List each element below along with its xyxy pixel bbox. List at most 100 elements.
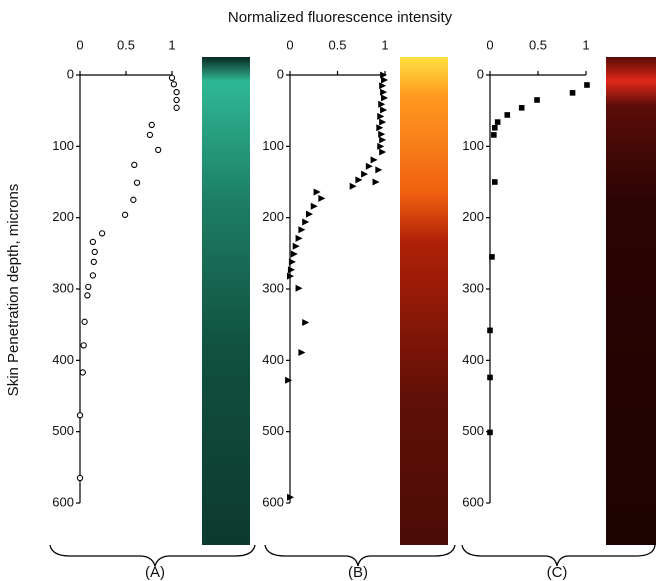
data-point xyxy=(292,242,300,250)
data-point xyxy=(89,238,97,246)
data-point xyxy=(295,284,303,292)
data-point xyxy=(381,94,389,102)
data-point xyxy=(489,254,495,260)
y-tick-label: 100 xyxy=(52,138,74,153)
data-point xyxy=(170,81,177,88)
data-point xyxy=(504,112,511,118)
data-point xyxy=(302,319,310,327)
y-tick-label: 200 xyxy=(52,209,74,224)
data-point xyxy=(349,182,357,190)
data-point xyxy=(310,202,318,210)
data-point xyxy=(375,166,383,174)
data-point xyxy=(76,474,84,482)
data-point xyxy=(379,148,387,156)
data-point xyxy=(318,194,326,202)
data-point xyxy=(130,196,137,203)
data-point xyxy=(377,112,385,120)
data-point xyxy=(168,74,176,82)
y-tick-label: 300 xyxy=(262,280,284,295)
data-point xyxy=(491,132,497,138)
data-point xyxy=(84,292,91,299)
data-point xyxy=(287,272,294,280)
data-point xyxy=(379,118,387,126)
y-tick-label: 0 xyxy=(477,66,484,81)
data-point xyxy=(290,250,298,258)
data-point xyxy=(295,234,303,242)
data-point xyxy=(487,429,493,436)
data-point xyxy=(569,90,576,96)
data-point xyxy=(131,161,138,169)
x-tick-label: 1 xyxy=(168,37,175,52)
panel-label: (B) xyxy=(348,564,368,581)
data-point xyxy=(287,493,294,501)
y-tick-label: 0 xyxy=(277,66,284,81)
data-point xyxy=(173,104,180,111)
y-tick-label: 500 xyxy=(262,423,284,438)
data-point xyxy=(302,218,310,226)
data-point xyxy=(370,156,378,164)
y-tick-label: 100 xyxy=(262,138,284,153)
data-point xyxy=(98,230,106,237)
data-point xyxy=(380,88,388,96)
y-tick-label: 300 xyxy=(462,280,484,295)
y-tick-label: 400 xyxy=(52,352,74,367)
data-point xyxy=(80,342,87,349)
y-tick-label: 200 xyxy=(262,209,284,224)
data-point xyxy=(376,124,384,132)
y-tick-label: 200 xyxy=(462,209,484,224)
y-tick-label: 600 xyxy=(52,494,74,509)
data-point xyxy=(355,176,363,184)
data-point xyxy=(378,100,386,108)
image-strip xyxy=(400,57,448,545)
y-tick-label: 600 xyxy=(262,494,284,509)
data-point xyxy=(380,71,388,79)
y-tick-label: 100 xyxy=(462,138,484,153)
x-tick-label: 0.5 xyxy=(117,37,135,52)
figure-title: Normalized fluorescence intensity xyxy=(228,9,453,26)
data-point xyxy=(81,318,88,325)
data-point xyxy=(91,248,98,256)
y-axis-label: Skin Penetration depth, microns xyxy=(5,184,22,397)
x-tick-label: 0 xyxy=(286,37,293,52)
x-tick-label: 0 xyxy=(486,37,493,52)
data-point xyxy=(306,210,313,218)
x-tick-label: 0 xyxy=(76,37,83,52)
y-tick-label: 400 xyxy=(262,352,284,367)
brace xyxy=(264,544,456,567)
panel-label: (C) xyxy=(547,564,568,581)
data-point xyxy=(121,211,129,218)
data-point xyxy=(487,327,493,334)
data-point xyxy=(492,124,498,131)
data-point xyxy=(487,374,493,381)
data-point xyxy=(381,76,389,84)
data-point xyxy=(298,226,306,234)
data-point xyxy=(287,266,295,274)
data-point xyxy=(155,146,162,154)
data-point xyxy=(173,96,180,104)
image-strip xyxy=(202,57,250,545)
data-point xyxy=(285,376,293,384)
data-point xyxy=(89,272,97,279)
data-point xyxy=(148,121,155,129)
x-tick-label: 1 xyxy=(381,37,388,52)
data-point xyxy=(76,412,84,419)
data-point xyxy=(380,106,388,114)
brace xyxy=(461,544,656,567)
data-point xyxy=(146,131,154,139)
data-point xyxy=(492,179,498,185)
data-point xyxy=(85,283,92,291)
data-point xyxy=(313,188,321,196)
panel-label: (A) xyxy=(145,564,165,581)
brace xyxy=(49,544,256,569)
data-point xyxy=(494,119,501,125)
image-strip xyxy=(606,57,656,545)
data-point xyxy=(298,348,306,356)
data-point xyxy=(288,258,296,266)
data-point xyxy=(378,130,386,138)
y-tick-label: 500 xyxy=(462,423,484,438)
data-point xyxy=(133,179,141,186)
y-tick-label: 400 xyxy=(462,352,484,367)
y-tick-label: 500 xyxy=(52,423,74,438)
x-tick-label: 0.5 xyxy=(328,37,346,52)
data-point xyxy=(372,178,380,186)
